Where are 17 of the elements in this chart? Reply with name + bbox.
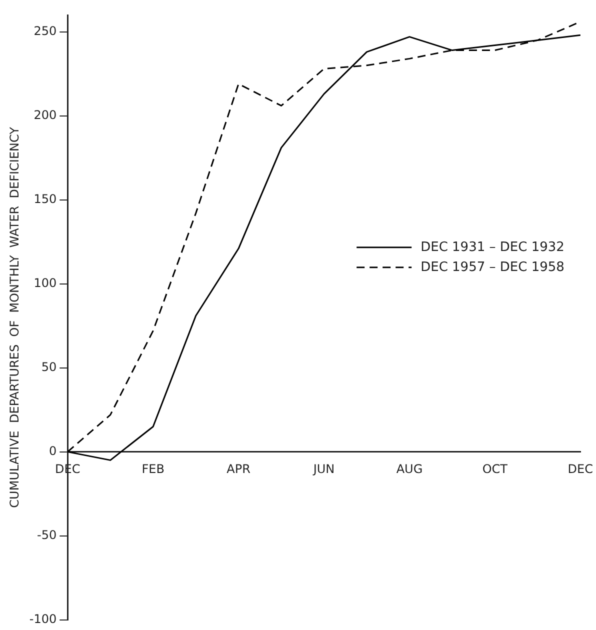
x-tick-label: JUN bbox=[312, 462, 335, 476]
y-tick-label: 100 bbox=[34, 276, 57, 290]
y-axis-title: CUMULATIVE DEPARTURES OF MONTHLY WATER DEFICIENCY bbox=[7, 126, 22, 508]
y-tick-label: 250 bbox=[34, 24, 57, 38]
y-tick-label: 0 bbox=[48, 444, 57, 458]
y-tick-label: -100 bbox=[29, 612, 57, 626]
x-tick-label: OCT bbox=[482, 462, 508, 476]
y-tick-label: -50 bbox=[37, 528, 57, 542]
x-tick-label: APR bbox=[226, 462, 250, 476]
x-tick-label: FEB bbox=[142, 462, 164, 476]
x-tick-label: DEC bbox=[568, 462, 593, 476]
legend-label: DEC 1931 – DEC 1932 bbox=[420, 240, 564, 255]
y-tick-label: 50 bbox=[41, 360, 57, 374]
y-tick-label: 150 bbox=[34, 192, 57, 206]
legend-label: DEC 1957 – DEC 1958 bbox=[420, 260, 564, 275]
y-tick-label: 200 bbox=[34, 108, 57, 122]
x-tick-label: AUG bbox=[396, 462, 423, 476]
